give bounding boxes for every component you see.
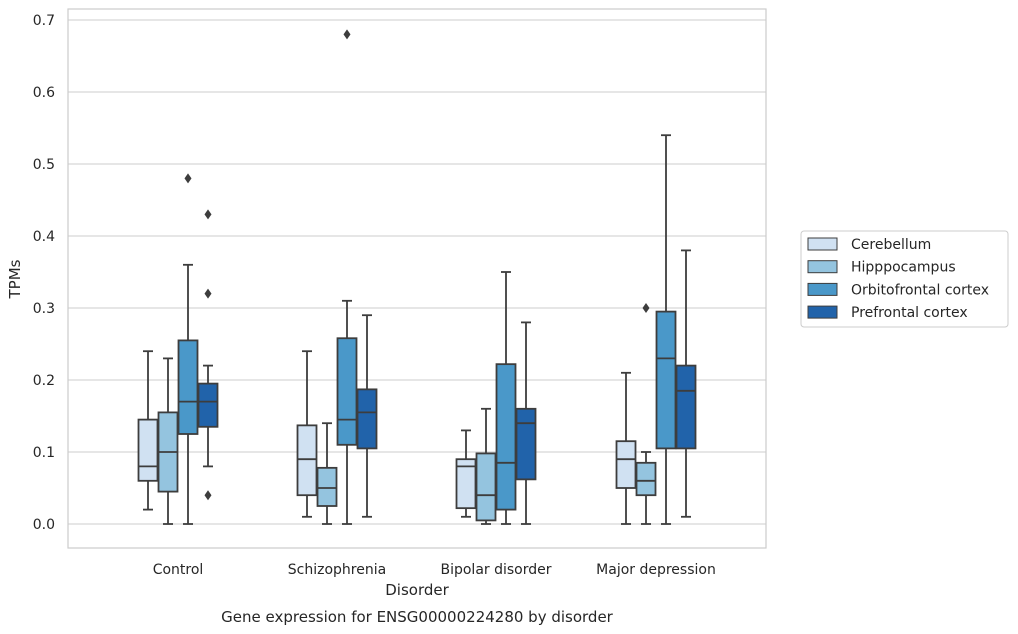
outlier-marker: [642, 303, 650, 313]
legend-swatch: [807, 260, 838, 274]
box-hipppocampus-schizophrenia: [316, 422, 338, 525]
box-hipppocampus-major-depression: [635, 303, 657, 525]
legend-label: Hipppocampus: [851, 260, 956, 276]
x-axis-title: Disorder: [385, 581, 449, 599]
box-orbitofrontal-cortex-schizophrenia: [336, 29, 358, 525]
outlier-marker: [184, 173, 192, 184]
box-cerebellum-control: [137, 350, 159, 511]
y-tick-label: 0.0: [33, 517, 55, 533]
y-tick-label: 0.7: [33, 13, 55, 29]
legend-label: Prefrontal cortex: [851, 305, 968, 321]
box-iqr: [635, 461, 657, 497]
outlier-marker: [204, 209, 212, 220]
box-prefrontal-cortex-bipolar-disorder: [515, 321, 537, 525]
x-tick-label: Control: [153, 562, 204, 578]
box-orbitofrontal-cortex-control: [177, 173, 199, 525]
legend-swatch: [807, 282, 838, 296]
y-axis-title: TPMs: [6, 259, 24, 299]
box-iqr: [177, 339, 199, 435]
box-hipppocampus-bipolar-disorder: [475, 407, 497, 525]
box-iqr: [316, 466, 338, 507]
x-tick-label: Schizophrenia: [288, 562, 386, 578]
legend: Cerebellum Hipppocampus Orbitofrontal cort…: [800, 230, 1009, 328]
box-iqr: [336, 337, 358, 446]
box-iqr: [495, 363, 517, 511]
y-tick-label: 0.3: [33, 301, 55, 317]
box-hipppocampus-control: [157, 357, 179, 525]
box-iqr: [296, 424, 318, 497]
legend-swatch: [807, 237, 838, 251]
box-iqr: [137, 418, 159, 482]
box-cerebellum-bipolar-disorder: [455, 429, 477, 518]
x-tick-label: Major depression: [596, 562, 716, 578]
legend-label: Cerebellum: [851, 237, 931, 253]
box-orbitofrontal-cortex-major-depression: [655, 134, 677, 525]
y-tick-label: 0.4: [33, 229, 55, 245]
outlier-marker: [343, 29, 351, 40]
chart-caption: Gene expression for ENSG00000224280 by d…: [221, 608, 614, 626]
x-tick-label: Bipolar disorder: [440, 562, 551, 578]
box-plots: [137, 29, 697, 525]
legend-frame: [800, 230, 1009, 328]
legend-label: Orbitofrontal cortex: [851, 282, 989, 298]
plot-frame: [67, 8, 767, 549]
box-prefrontal-cortex-major-depression: [675, 249, 697, 518]
box-prefrontal-cortex-control: [197, 209, 219, 501]
box-orbitofrontal-cortex-bipolar-disorder: [495, 271, 517, 525]
y-tick-label: 0.6: [33, 85, 55, 101]
y-tick-label: 0.2: [33, 373, 55, 389]
box-iqr: [615, 440, 637, 489]
y-axis-ticks: 0.0 0.1 0.2 0.3 0.4 0.5 0.6 0.7: [33, 13, 55, 533]
box-cerebellum-schizophrenia: [296, 350, 318, 518]
legend-swatch: [807, 305, 838, 319]
box-iqr: [515, 407, 537, 481]
box-iqr: [455, 458, 477, 510]
box-iqr: [197, 382, 219, 428]
box-iqr: [675, 364, 697, 450]
box-iqr: [475, 452, 497, 522]
x-axis-ticks: Control Schizophrenia Bipolar disorder Majo…: [153, 562, 716, 578]
y-tick-label: 0.1: [33, 445, 55, 461]
outlier-marker: [204, 490, 212, 501]
box-prefrontal-cortex-schizophrenia: [356, 314, 378, 518]
box-cerebellum-major-depression: [615, 371, 637, 525]
box-iqr: [655, 310, 677, 450]
box-iqr: [356, 388, 378, 450]
outlier-marker: [204, 288, 212, 299]
y-tick-label: 0.5: [33, 157, 55, 173]
